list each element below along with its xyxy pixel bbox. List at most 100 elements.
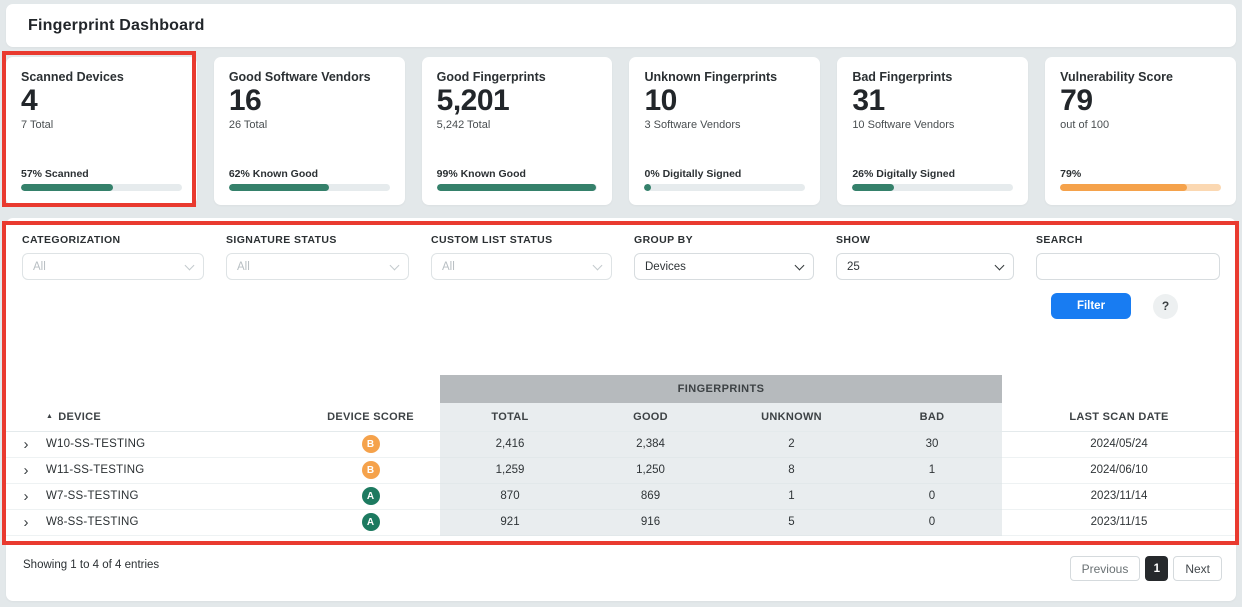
unknown-cell: 1: [721, 483, 862, 510]
last-scan-cell: 2024/05/24: [1002, 431, 1236, 458]
search-label: SEARCH: [1036, 234, 1083, 246]
devices-table: FINGERPRINTS ▲ DEVICE DEVICE SCORE TOTAL …: [6, 375, 1236, 536]
card-vulnerability-score: Vulnerability Score 79 out of 100 79%: [1045, 57, 1236, 205]
card-value: 5,201: [436, 84, 510, 117]
expand-row-icon[interactable]: ›: [23, 435, 29, 453]
bad-column-header[interactable]: BAD: [862, 403, 1003, 432]
bad-cell: 1: [862, 457, 1003, 484]
card-good-fingerprints: Good Fingerprints 5,201 5,242 Total 99% …: [421, 57, 613, 205]
card-subtitle: out of 100: [1060, 119, 1110, 132]
table-row: › W7-SS-TESTING A 870 869 1 0 2023/11/14: [6, 483, 1236, 510]
device-score-badge[interactable]: A: [361, 513, 380, 531]
progress-track: [644, 184, 806, 191]
progress-track: [1060, 184, 1221, 191]
device-name[interactable]: W11-SS-TESTING: [46, 457, 301, 484]
card-unknown-fingerprints: Unknown Fingerprints 10 3 Software Vendo…: [629, 57, 821, 205]
group-by-select[interactable]: Devices: [634, 253, 814, 280]
last-scan-cell: 2023/11/14: [1002, 483, 1236, 510]
card-title: Vulnerability Score: [1060, 70, 1173, 84]
custom-list-status-value: All: [442, 260, 455, 273]
card-value: 31: [852, 84, 885, 117]
chevron-down-icon: [389, 260, 400, 270]
show-select[interactable]: 25: [836, 253, 1014, 280]
table-row: › W8-SS-TESTING A 921 916 5 0 2023/11/15: [6, 509, 1236, 536]
table-row: › W11-SS-TESTING B 1,259 1,250 8 1 2024/…: [6, 457, 1236, 484]
device-name[interactable]: W8-SS-TESTING: [46, 509, 301, 536]
pagination: Previous 1 Next: [1069, 556, 1222, 581]
filter-actions: Filter ?: [6, 293, 1236, 319]
group-by-value: Devices: [645, 260, 686, 273]
progress-fill: [228, 184, 329, 191]
expand-row-icon[interactable]: ›: [23, 461, 29, 479]
categorization-select[interactable]: All: [22, 253, 204, 280]
fingerprints-group-header: FINGERPRINTS: [440, 375, 1003, 403]
card-title: Bad Fingerprints: [852, 70, 953, 84]
card-value: 10: [644, 84, 677, 117]
expand-row-icon[interactable]: ›: [23, 487, 29, 505]
total-cell: 2,416: [440, 431, 580, 458]
chevron-down-icon: [794, 260, 805, 270]
total-column-header[interactable]: TOTAL: [440, 403, 580, 432]
progress-track: [21, 184, 182, 191]
signature-status-select[interactable]: All: [226, 253, 409, 280]
custom-list-status-label: CUSTOM LIST STATUS: [431, 234, 553, 246]
fingerprint-table-panel: CATEGORIZATION All SIGNATURE STATUS All …: [6, 218, 1236, 601]
last-scan-cell: 2024/06/10: [1002, 457, 1236, 484]
chevron-down-icon: [184, 260, 195, 270]
filters-row: CATEGORIZATION All SIGNATURE STATUS All …: [6, 218, 1236, 280]
bad-cell: 0: [862, 483, 1003, 510]
search-input[interactable]: [1047, 260, 1209, 273]
card-progress-label: 99% Known Good: [436, 168, 526, 180]
page-header: Fingerprint Dashboard: [6, 4, 1236, 47]
expand-row-icon[interactable]: ›: [23, 513, 29, 531]
progress-fill: [436, 184, 596, 191]
previous-page-button[interactable]: Previous: [1069, 556, 1141, 581]
device-name[interactable]: W7-SS-TESTING: [46, 483, 301, 510]
card-subtitle: 3 Software Vendors: [644, 119, 741, 132]
filter-button[interactable]: Filter: [1051, 293, 1131, 319]
card-progress-label: 79%: [1060, 168, 1082, 180]
categorization-label: CATEGORIZATION: [22, 234, 121, 246]
stat-cards-row: Scanned Devices 4 7 Total 57% Scanned Go…: [6, 57, 1236, 205]
card-title: Good Fingerprints: [436, 70, 546, 84]
good-cell: 869: [580, 483, 721, 510]
unknown-cell: 2: [721, 431, 862, 458]
last-scan-date-column-header[interactable]: LAST SCAN DATE: [1002, 403, 1236, 432]
next-page-button[interactable]: Next: [1173, 556, 1222, 581]
last-scan-cell: 2023/11/15: [1002, 509, 1236, 536]
total-cell: 921: [440, 509, 580, 536]
card-progress-label: 62% Known Good: [228, 168, 319, 180]
custom-list-status-select[interactable]: All: [431, 253, 612, 280]
device-column-header[interactable]: ▲ DEVICE: [46, 403, 301, 432]
card-subtitle: 26 Total: [228, 119, 268, 132]
device-score-badge[interactable]: A: [361, 487, 380, 505]
unknown-column-header[interactable]: UNKNOWN: [721, 403, 862, 432]
show-label: SHOW: [836, 234, 871, 246]
card-title: Scanned Devices: [21, 70, 124, 84]
card-subtitle: 5,242 Total: [436, 119, 491, 132]
card-progress-label: 0% Digitally Signed: [644, 168, 742, 180]
device-score-badge[interactable]: B: [361, 435, 380, 453]
card-subtitle: 7 Total: [21, 119, 54, 132]
good-cell: 2,384: [580, 431, 721, 458]
signature-status-value: All: [237, 260, 250, 273]
progress-fill: [852, 184, 895, 191]
card-progress-label: 57% Scanned: [21, 168, 89, 180]
device-score-column-header[interactable]: DEVICE SCORE: [301, 403, 440, 432]
total-cell: 1,259: [440, 457, 580, 484]
current-page-button[interactable]: 1: [1145, 556, 1169, 581]
group-by-label: GROUP BY: [634, 234, 694, 246]
chevron-down-icon: [994, 260, 1005, 270]
help-button[interactable]: ?: [1153, 293, 1178, 319]
device-name[interactable]: W10-SS-TESTING: [46, 431, 301, 458]
total-cell: 870: [440, 483, 580, 510]
search-box: [1036, 253, 1220, 280]
device-score-badge[interactable]: B: [361, 461, 380, 479]
unknown-cell: 8: [721, 457, 862, 484]
progress-track: [852, 184, 1014, 191]
progress-fill: [644, 184, 651, 191]
good-column-header[interactable]: GOOD: [580, 403, 721, 432]
progress-track: [228, 184, 390, 191]
progress-track: [436, 184, 598, 191]
card-value: 79: [1060, 84, 1093, 117]
